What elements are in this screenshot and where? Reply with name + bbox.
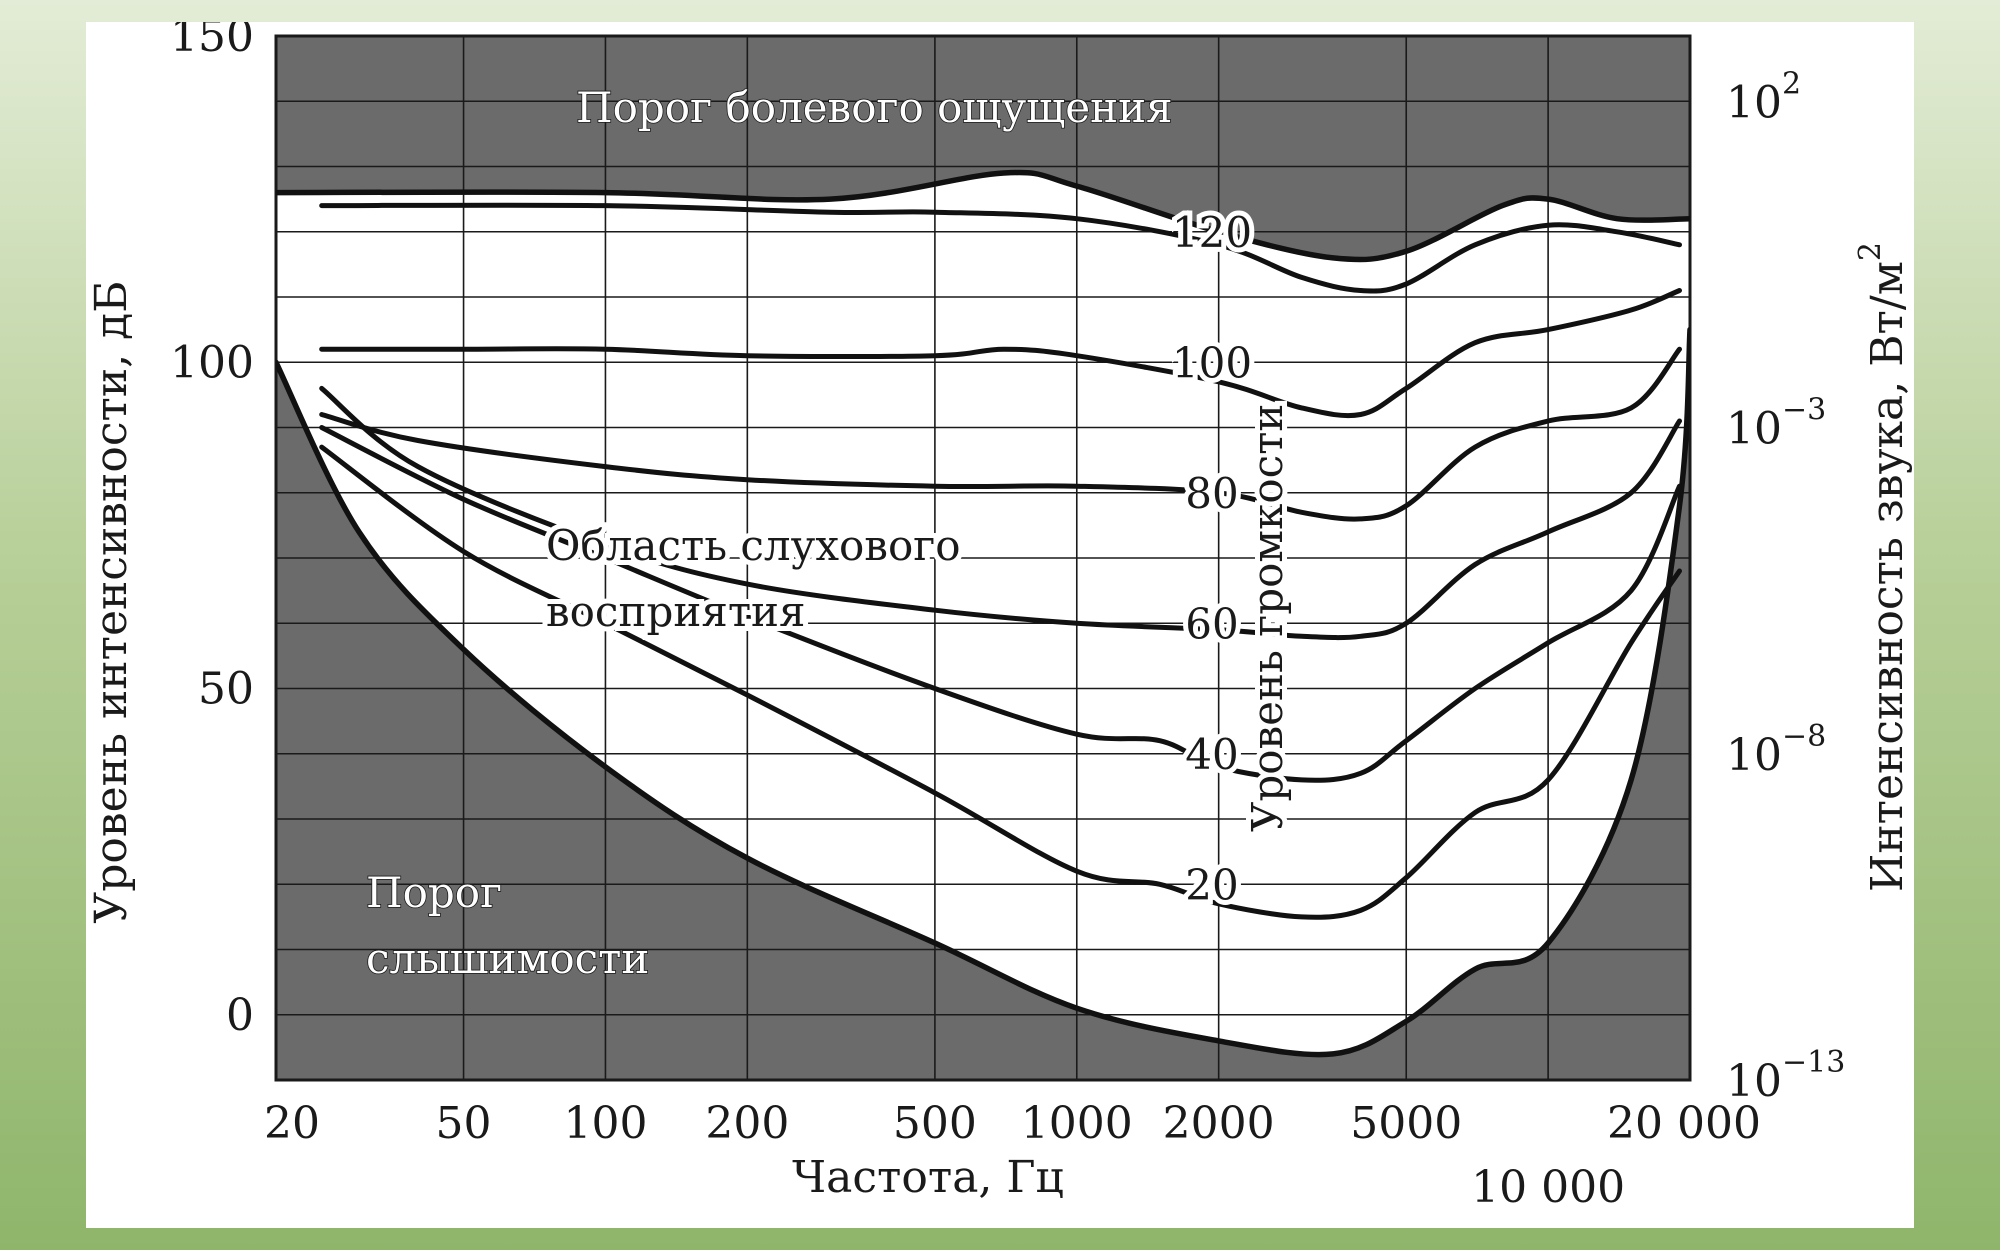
loudness-curve-60	[319, 385, 1682, 641]
y-right-tick-base: 10	[1726, 1056, 1782, 1107]
x-tick-label: 5000	[1350, 1098, 1462, 1149]
equal-loudness-chart: Порог болевого ощущения Порог слышимости…	[86, 22, 1913, 1213]
y-axis-right-label: Интенсивность звука, Вт/м2	[1853, 242, 1913, 892]
loudness-level-label: 60	[1185, 599, 1238, 648]
x-tick-label: 20 000	[1607, 1098, 1761, 1149]
y-axis-left-label: Уровень интенсивности, дБ	[86, 280, 137, 923]
y-right-tick-label: 10−13	[1726, 1045, 1845, 1107]
x-tick-label: 50	[436, 1098, 492, 1149]
y-left-tick-label: 50	[198, 664, 254, 715]
loudness-curve-20	[319, 444, 1682, 920]
y-left-tick-label: 0	[226, 990, 254, 1041]
y-axis-right-label-base: Интенсивность звука, Вт/м	[1862, 261, 1913, 892]
loudness-level-label: 20	[1185, 860, 1238, 909]
x-axis-label: Частота, Гц	[792, 1152, 1064, 1203]
loudness-level-label: 40	[1185, 730, 1238, 779]
loudness-curve-120	[319, 202, 1682, 294]
silence-region-shade	[276, 329, 1690, 1080]
hearing-region-label-line2: восприятия	[546, 587, 806, 636]
chart-panel: Порог болевого ощущения Порог слышимости…	[86, 22, 1914, 1228]
y-axis-right-label-sup: 2	[1853, 242, 1888, 261]
x-tick-label: 20	[264, 1098, 320, 1149]
loudness-curve-100	[319, 288, 1682, 419]
pain-threshold-curve	[276, 169, 1690, 263]
hearing-threshold-curve	[276, 326, 1690, 1058]
x-tick-label: 10 000	[1471, 1162, 1625, 1213]
audibility-threshold-label-line2: слышимости	[366, 934, 649, 983]
y-right-tick-exponent: 2	[1782, 66, 1801, 101]
y-right-tick-base: 10	[1726, 404, 1782, 455]
audibility-threshold-label-line1: Порог	[366, 868, 502, 917]
hearing-region-label-line1: Область слухового	[546, 521, 961, 570]
x-tick-label: 1000	[1021, 1098, 1133, 1149]
y-right-tick-base: 10	[1726, 77, 1782, 128]
loudness-curve-40	[319, 425, 1682, 783]
x-tick-label: 100	[563, 1098, 647, 1149]
pain-region-shade	[276, 36, 1690, 260]
loudness-level-label: 80	[1185, 469, 1238, 518]
y-right-tick-exponent: −3	[1782, 393, 1826, 428]
y-right-tick-label: 10−8	[1726, 719, 1826, 781]
x-tick-label: 200	[705, 1098, 789, 1149]
x-tick-label: 2000	[1163, 1098, 1275, 1149]
y-right-tick-label: 10−3	[1726, 393, 1826, 455]
loudness-level-label: 120	[1172, 208, 1252, 257]
x-tick-label: 500	[893, 1098, 977, 1149]
loudness-curve-80	[319, 346, 1682, 522]
y-right-tick-label: 102	[1726, 66, 1801, 128]
loudness-level-label: 100	[1172, 338, 1252, 387]
plot-frame	[274, 34, 1692, 1082]
loudness-axis-title: Уровень громкости	[1243, 404, 1292, 832]
y-right-tick-base: 10	[1726, 730, 1782, 781]
y-right-tick-exponent: −13	[1782, 1045, 1845, 1080]
pain-threshold-label: Порог болевого ощущения	[576, 83, 1173, 132]
y-right-tick-exponent: −8	[1782, 719, 1826, 754]
y-left-tick-label: 100	[170, 337, 254, 388]
y-left-tick-label: 150	[170, 22, 254, 62]
